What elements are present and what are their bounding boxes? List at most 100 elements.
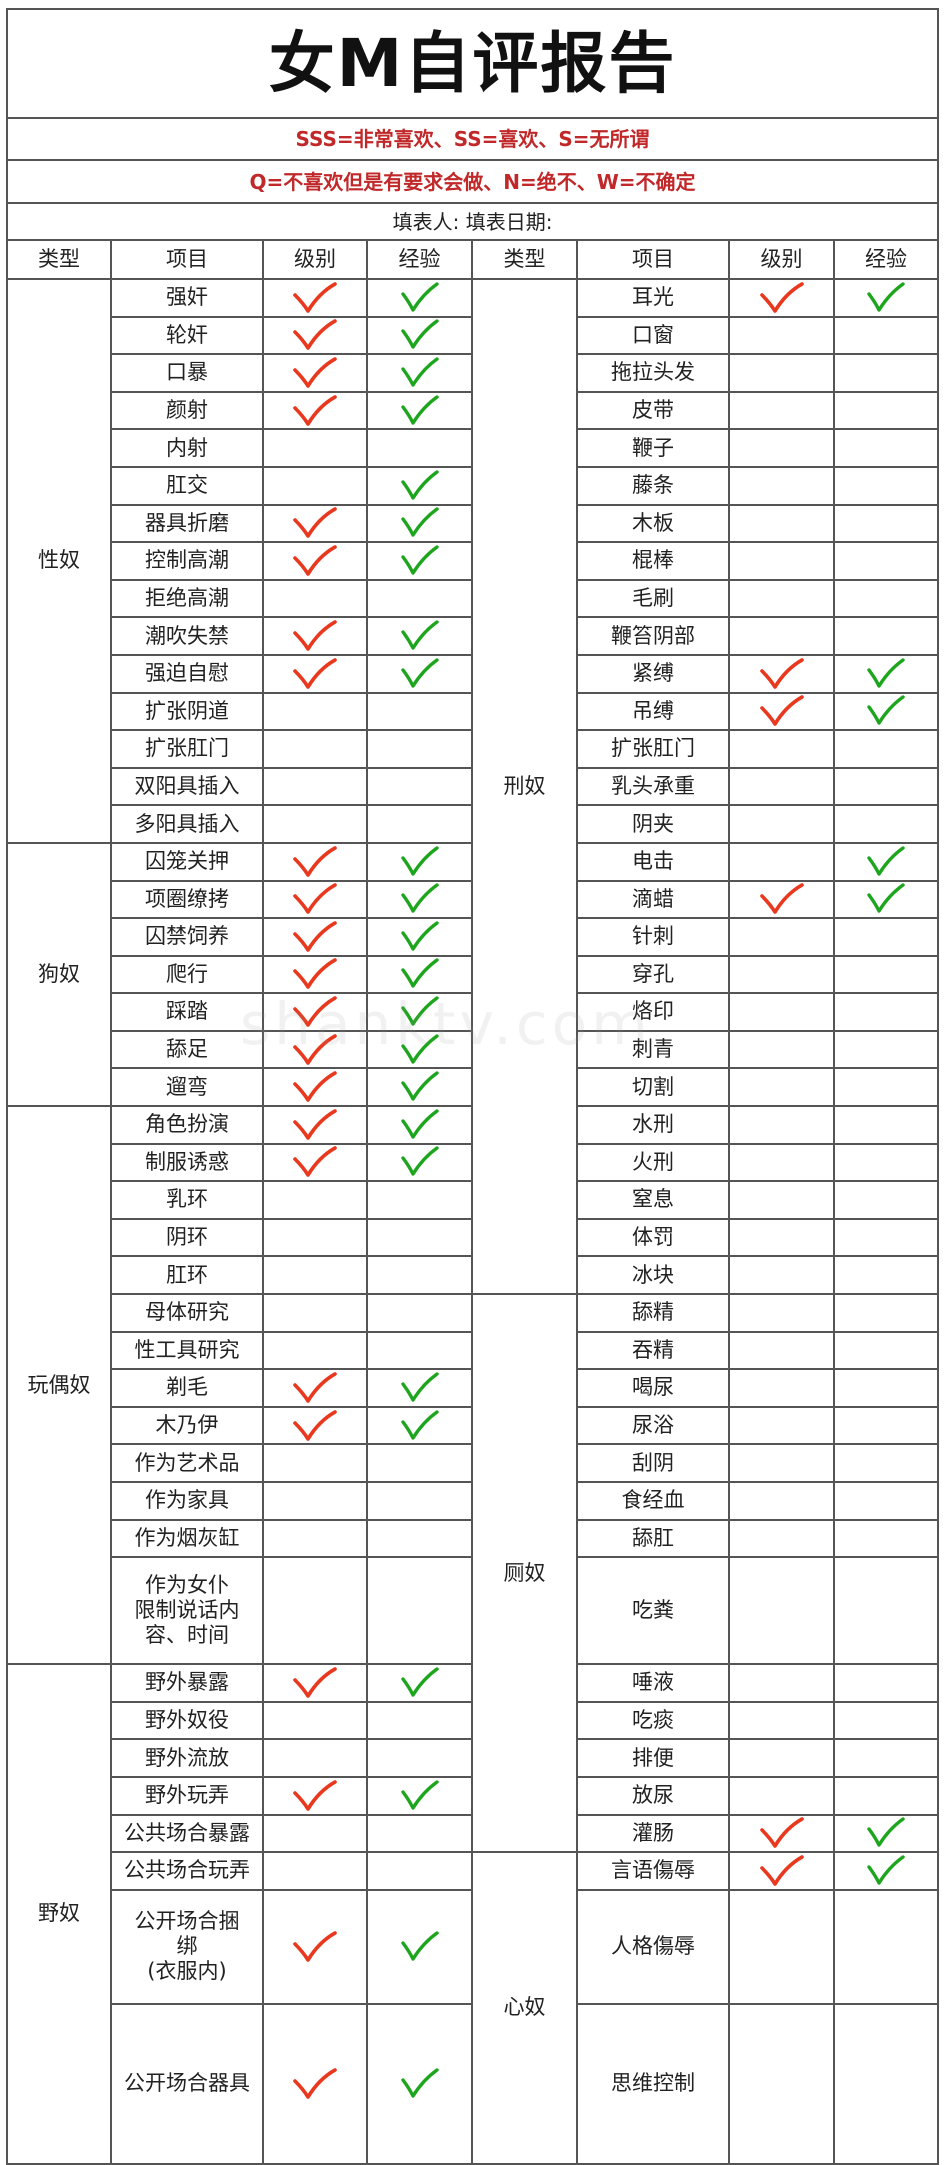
experience-cell[interactable] [366,1105,473,1145]
green-check-icon [400,658,439,688]
green-check-icon [867,883,905,913]
experience-cell[interactable] [366,1775,473,1816]
level-cell [262,729,368,769]
item-cell: 拒绝高潮 [110,578,264,619]
experience-cell[interactable] [832,879,940,920]
experience-cell[interactable] [366,954,473,995]
experience-cell[interactable] [366,1029,473,1070]
experience-cell [366,1330,473,1371]
item-cell: 刺青 [576,1029,730,1070]
level-cell[interactable] [262,616,368,656]
experience-cell[interactable] [366,1405,473,1446]
item-cell: 电击 [576,841,730,882]
experience-cell[interactable] [366,841,473,882]
experience-cell[interactable] [366,917,473,957]
item-cell: 囚禁饲养 [110,917,264,957]
level-cell[interactable] [728,879,835,920]
level-cell[interactable] [262,879,368,920]
experience-cell[interactable] [366,1368,473,1408]
green-check-icon [400,1109,439,1139]
experience-cell[interactable] [832,653,940,694]
table-row: 扩张阴道 吊缚 [7,691,940,732]
experience-cell [832,729,940,769]
level-cell[interactable] [262,390,368,431]
experience-cell[interactable] [832,278,940,318]
experience-cell[interactable] [832,1851,940,1891]
item-cell: 性工具研究 [110,1330,264,1371]
experience-cell[interactable] [832,1813,940,1854]
experience-cell[interactable] [366,879,473,920]
level-cell [728,1293,835,1333]
level-cell[interactable] [262,353,368,393]
level-cell[interactable] [262,1888,368,2005]
level-cell[interactable] [728,691,835,732]
level-cell[interactable] [262,1142,368,1183]
experience-cell [366,1813,473,1854]
level-cell [728,1105,835,1145]
level-cell[interactable] [262,2002,368,2165]
table-row: 作为女仆 限制说话内 容、时间 吃粪 [7,1556,940,1666]
experience-cell[interactable] [366,503,473,544]
item-cell: 吞精 [576,1330,730,1371]
experience-cell[interactable] [366,653,473,694]
level-cell[interactable] [262,315,368,356]
level-cell[interactable] [262,541,368,581]
experience-cell[interactable] [366,1663,473,1703]
experience-cell[interactable] [366,465,473,506]
level-cell [262,578,368,619]
table-row: 作为艺术品 刮阴 [7,1443,940,1483]
experience-cell[interactable] [366,2002,473,2165]
level-cell[interactable] [262,954,368,995]
experience-cell [366,691,473,732]
item-cell: 遛弯 [110,1067,264,1108]
level-cell[interactable] [262,1029,368,1070]
level-cell [262,1481,368,1521]
level-cell[interactable] [262,1105,368,1145]
experience-cell[interactable] [366,1067,473,1108]
experience-cell[interactable] [366,278,473,318]
table-row: 野外流放 排便 [7,1738,940,1778]
level-cell[interactable] [262,917,368,957]
level-cell [262,804,368,844]
item-cell: 公开场合捆 绑 (衣服内) [110,1888,264,2005]
experience-cell [832,1255,940,1296]
level-cell[interactable] [262,1067,368,1108]
item-cell: 角色扮演 [110,1105,264,1145]
level-cell[interactable] [262,1405,368,1446]
experience-cell[interactable] [832,841,940,882]
level-cell[interactable] [262,1368,368,1408]
level-cell[interactable] [262,278,368,318]
level-cell[interactable] [262,1775,368,1816]
filler-info: 填表人: 填表日期: [5,202,940,241]
experience-cell[interactable] [366,1142,473,1183]
experience-cell[interactable] [366,992,473,1032]
experience-cell[interactable] [366,353,473,393]
level-cell[interactable] [728,1813,835,1854]
level-cell[interactable] [262,992,368,1032]
experience-cell[interactable] [832,691,940,732]
experience-cell [366,1255,473,1296]
experience-cell[interactable] [366,390,473,431]
experience-cell[interactable] [366,616,473,656]
green-check-icon [867,846,905,876]
table-row: 母体研究 厕奴 舔精 [7,1293,940,1854]
level-cell[interactable] [262,1663,368,1703]
experience-cell [832,390,940,431]
level-cell[interactable] [262,503,368,544]
level-cell[interactable] [262,841,368,882]
red-check-icon [293,1033,337,1065]
table-row: 轮奸 口窗 [7,315,940,356]
experience-cell[interactable] [366,541,473,581]
experience-cell [832,1180,940,1220]
experience-cell[interactable] [366,315,473,356]
experience-cell [832,1518,940,1559]
level-cell [262,1556,368,1666]
level-cell[interactable] [728,653,835,694]
level-cell[interactable] [728,278,835,318]
level-cell[interactable] [728,1851,835,1891]
level-cell [728,804,835,844]
experience-cell[interactable] [366,1888,473,2005]
item-cell: 作为烟灰缸 [110,1518,264,1559]
level-cell[interactable] [262,653,368,694]
item-cell: 鞭子 [576,428,730,468]
